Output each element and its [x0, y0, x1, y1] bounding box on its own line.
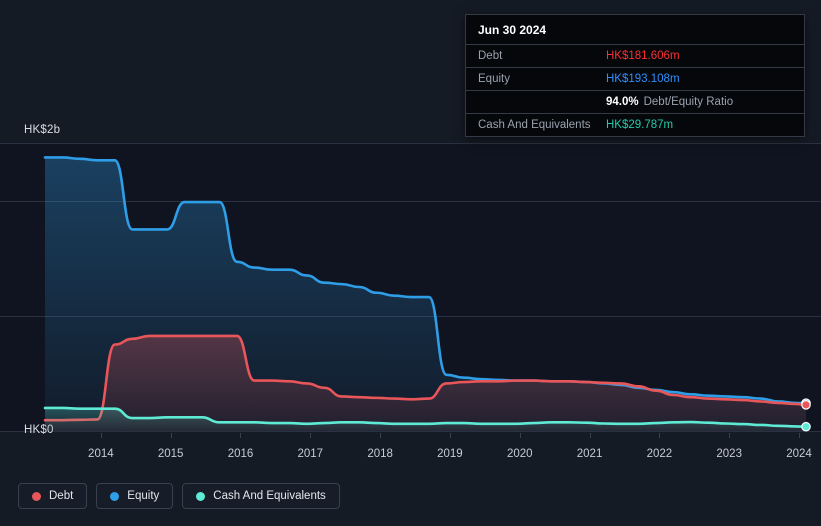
gridline [0, 143, 821, 144]
legend-dot-debt-icon [32, 491, 41, 501]
x-axis-tick-mark [380, 433, 382, 438]
tooltip-row-equity: Equity HK$193.108m [466, 67, 804, 90]
x-axis-tick-label: 2014 [88, 448, 114, 460]
legend-dot-equity-icon [110, 491, 120, 501]
tooltip-ratio-percent: 94.0% [606, 96, 639, 108]
tooltip-row-cash: Cash And Equivalents HK$29.787m [466, 113, 804, 136]
gridline [0, 200, 821, 202]
x-axis-tick-label: 2018 [367, 448, 393, 460]
x-axis-tick-label: 2015 [157, 448, 184, 460]
y-axis-label-top: HK$2b [24, 124, 61, 136]
x-axis-tick-mark [240, 433, 242, 438]
line-cash-and-equivalents [43, 406, 808, 429]
chart-tooltip: Jun 30 2024 Debt HK$181.606m Equity HK$1… [465, 14, 805, 137]
tooltip-cash-value: HK$29.787m [606, 119, 674, 131]
x-axis-tick-mark [310, 433, 312, 438]
x-axis-tick-mark [519, 433, 521, 438]
x-axis-tick-mark [799, 433, 801, 438]
legend-item-equity[interactable]: Equity [96, 483, 174, 509]
x-axis-tick-mark [449, 433, 451, 438]
x-axis-tick-label: 2021 [576, 448, 603, 460]
tooltip-cash-label: Cash And Equivalents [478, 119, 591, 131]
line-equity [43, 156, 808, 405]
x-axis-tick-label: 2024 [786, 448, 812, 460]
legend-label: Cash And Equivalents [213, 490, 326, 502]
tooltip-debt-value: HK$181.606m [606, 50, 680, 62]
tooltip-equity-label: Equity [478, 73, 510, 85]
x-axis-tick-label: 2020 [506, 448, 533, 460]
x-axis-tick-label: 2022 [646, 448, 673, 460]
tooltip-row-debt: Debt HK$181.606m [466, 44, 804, 67]
area-fill-debt [45, 335, 806, 431]
gridline [0, 431, 821, 432]
x-axis-tick-mark [100, 433, 102, 438]
x-axis-tick-mark [659, 433, 661, 438]
tooltip-date: Jun 30 2024 [478, 23, 547, 37]
x-axis-tick-mark [589, 433, 591, 438]
line-debt [43, 334, 808, 422]
legend-item-cash-and-equivalents[interactable]: Cash And Equivalents [182, 483, 340, 509]
legend-dot-cash-icon [196, 491, 206, 501]
tooltip-ratio-text: Debt/Equity Ratio [643, 96, 734, 108]
x-axis-tick-mark [729, 433, 731, 438]
area-fill-cash-and-equivalents [45, 407, 806, 431]
x-axis-tick-label: 2016 [227, 448, 254, 460]
x-axis-tick-label: 2019 [437, 448, 463, 460]
legend-label: Equity [127, 490, 160, 502]
legend-label: Debt [49, 490, 74, 502]
endpoint-marker-debt [801, 400, 811, 410]
legend-item-debt[interactable]: Debt [18, 483, 88, 509]
x-axis-tick-mark [170, 433, 172, 438]
tooltip-debt-label: Debt [478, 50, 503, 62]
chart-legend: Debt Equity Cash And Equivalents [18, 483, 340, 509]
tooltip-equity-value: HK$193.108m [606, 73, 680, 85]
endpoint-marker-cash-and-equivalents [801, 421, 811, 432]
x-axis-tick-label: 2023 [716, 448, 742, 460]
x-axis-tick-label: 2017 [297, 448, 324, 460]
tooltip-row-ratio: 94.0% Debt/Equity Ratio [466, 90, 804, 113]
